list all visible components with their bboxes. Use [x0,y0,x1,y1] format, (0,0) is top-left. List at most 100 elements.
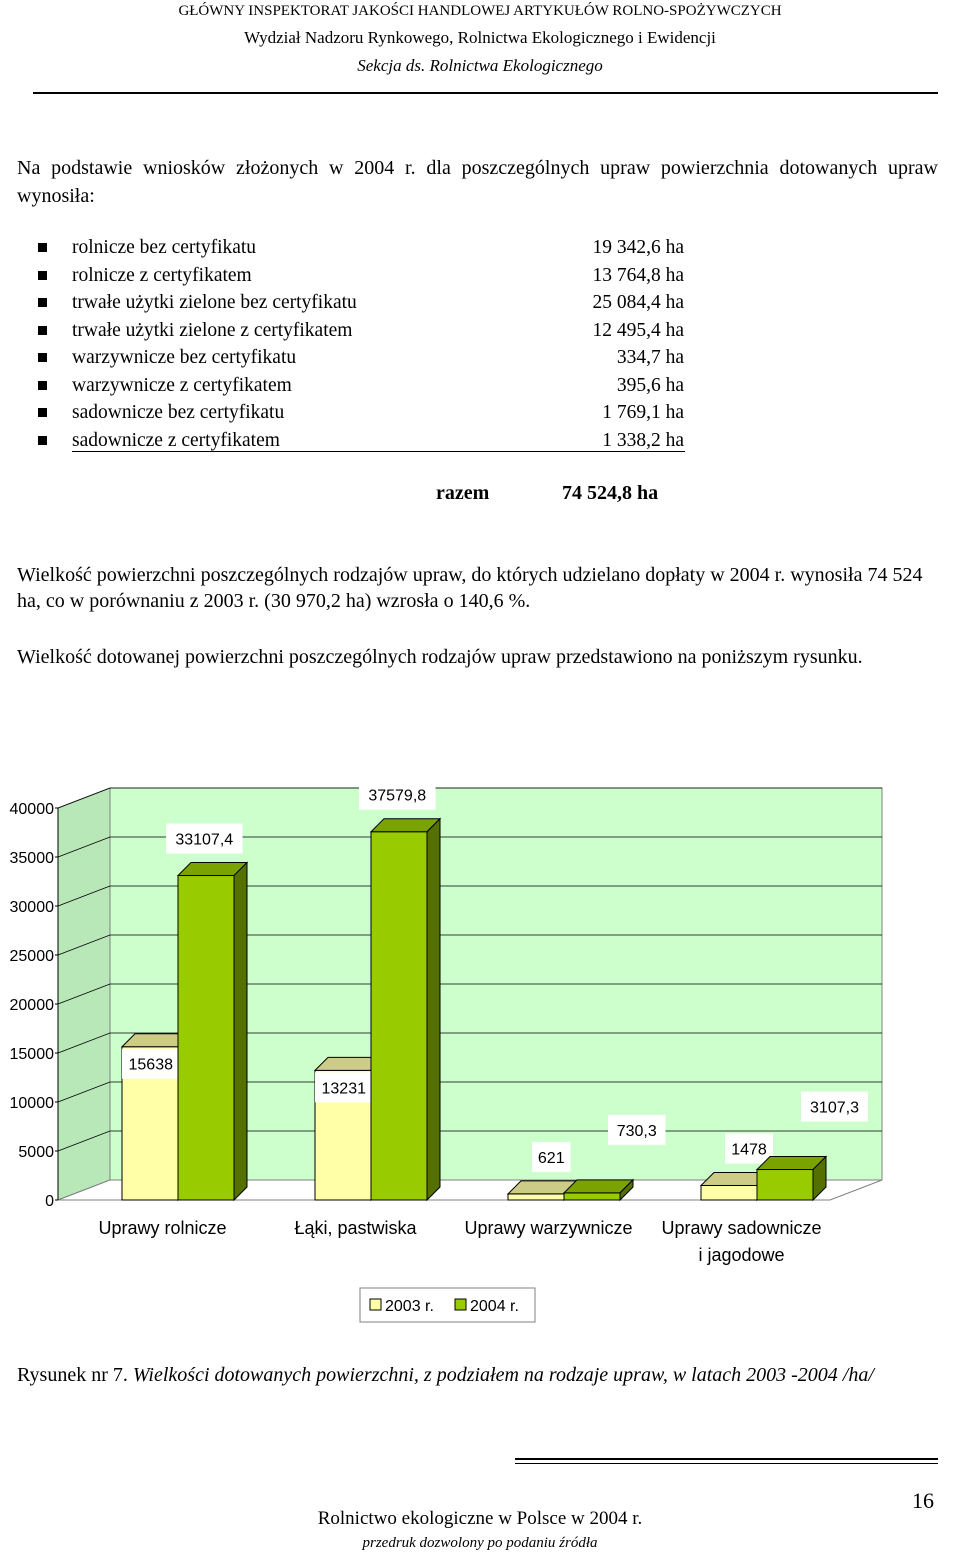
item-label: warzywnicze bez certyfikatu [72,347,297,368]
list-item: sadownicze bez certyfikatu 1 769,1 ha [38,399,688,427]
figure-intro-paragraph: Wielkość dotowanej powierzchni poszczegó… [17,646,863,668]
gridline [57,934,882,956]
x-category-label: i jagodowe [698,1245,784,1265]
y-tick-label: 20000 [10,997,55,1014]
bullet-square-icon [38,325,47,335]
x-category-label: Uprawy rolnicze [98,1218,226,1238]
bullet-square-icon [38,380,47,390]
bar-side [233,861,248,1202]
y-tick-label: 35000 [10,850,55,867]
gridline [57,787,882,809]
x-category-label: Uprawy sadownicze [661,1218,821,1238]
data-label-box [801,1091,868,1122]
y-tick-label: 25000 [10,948,55,965]
data-label: 13231 [322,1080,367,1097]
data-label: 730,3 [617,1123,657,1140]
item-label: trwałe użytki zielone z certyfikatem [72,319,353,341]
y-tick-label: 30000 [10,899,55,916]
bar-side [812,1155,827,1202]
item-label: rolnicze bez certyfikatu [72,237,257,258]
footer-rule-thin [515,1463,938,1464]
list-item: rolnicze z certyfikatem 13 764,8 ha [38,262,688,290]
footer-copyright: przedruk dozwolony po podaniu źródła [362,1535,598,1551]
item-value: 25 084,4 ha [592,292,684,313]
bar-side [426,817,441,1202]
page-number: 16 [912,1488,934,1513]
data-label: 3107,3 [810,1100,859,1117]
item-value: 334,7 ha [616,347,684,368]
x-category-label: Uprawy warzywnicze [464,1218,632,1238]
crop-area-chart: 0 5000 10000 15000 20000 25000 30000 35000 40000… [10,779,883,1323]
figure-caption: Rysunek nr 7. Wielkości dotowanych powie… [17,1364,874,1387]
legend-label: 2004 r. [470,1298,519,1315]
legend-label: 2003 r. [385,1298,434,1315]
list-item: trwałe użytki zielone z certyfikatem 12 4… [38,317,688,345]
bar-front [700,1185,758,1201]
bar-front [756,1169,814,1201]
bar-front [507,1193,565,1201]
bar-front [370,831,428,1201]
total-label: razem [436,482,490,504]
header-rule [33,92,938,94]
legend-swatch [454,1298,467,1311]
crop-area-list: rolnicze bez certyfikatu 19 342,6 ha roln… [38,234,688,454]
data-label-box [725,1133,773,1164]
sum-rule [72,451,685,452]
item-value: 19 342,6 ha [592,237,684,258]
list-item: sadownicze z certyfikatem 1 338,2 ha [38,427,688,455]
legend-swatch [369,1298,382,1311]
data-label-box [359,779,436,810]
data-label: 621 [538,1150,565,1167]
item-value: 1 769,1 ha [602,402,684,423]
gridline [57,885,882,907]
y-tick-label: 0 [45,1193,54,1210]
summary-paragraph: Wielkość powierzchni poszczególnych rodz… [17,564,923,612]
data-label-box [122,1048,180,1079]
item-label: rolnicze z certyfikatem [72,264,252,286]
item-value: 1 338,2 ha [602,429,684,451]
item-label: trwałe użytki zielone bez certyfikatu [72,292,357,313]
footer-rule [515,1458,938,1460]
caption-text: Wielkości dotowanych powierzchni, z podz… [132,1364,874,1386]
data-label-box [608,1114,666,1145]
header-department: Wydział Nadzoru Rynkowego, Rolnictwa Eko… [244,28,716,47]
y-tick-label: 15000 [10,1046,55,1063]
data-label: 15638 [129,1057,174,1074]
header-section: Sekcja ds. Rolnictwa Ekologicznego [357,56,603,75]
header-inspectorate: GŁÓWNY INSPEKTORAT JAKOŚCI HANDLOWEJ ART… [178,3,782,19]
legend-box [359,1287,536,1323]
data-label-box [532,1141,571,1172]
bullet-square-icon [38,298,47,307]
item-label: sadownicze bez certyfikatu [72,402,285,423]
gridline [57,983,882,1005]
caption-prefix: Rysunek nr 7. [17,1364,133,1386]
data-label: 1478 [731,1142,767,1159]
bullet-square-icon [38,408,47,417]
data-label-box [166,823,243,854]
bar-side [619,1178,634,1202]
gridline [57,1032,882,1054]
x-category-label: Łąki, pastwiska [294,1218,417,1238]
list-item: warzywnicze z certyfikatem 395,6 ha [38,372,688,400]
y-tick-label: 40000 [10,801,55,818]
bullet-square-icon [38,243,47,252]
item-value: 395,6 ha [616,374,684,396]
bullet-square-icon [38,353,47,362]
data-label-box [315,1072,373,1103]
bar-front [177,875,235,1201]
item-value: 12 495,4 ha [592,319,684,341]
y-tick-label: 10000 [10,1095,55,1112]
bar-front [563,1192,621,1201]
item-value: 13 764,8 ha [592,264,684,286]
intro-paragraph: Na podstawie wniosków złożonych w 2004 r… [17,157,938,207]
list-item: trwałe użytki zielone bez certyfikatu 25 … [38,289,688,317]
total-value: 74 524,8 ha [562,482,659,504]
item-label: warzywnicze z certyfikatem [72,374,292,396]
gridline [57,1081,882,1103]
y-tick-label: 5000 [18,1144,54,1161]
data-label: 37579,8 [368,788,426,805]
gridline [57,836,882,858]
bullet-square-icon [38,270,47,280]
item-label: sadownicze z certyfikatem [72,429,280,451]
list-item: warzywnicze bez certyfikatu 334,7 ha [38,344,688,372]
